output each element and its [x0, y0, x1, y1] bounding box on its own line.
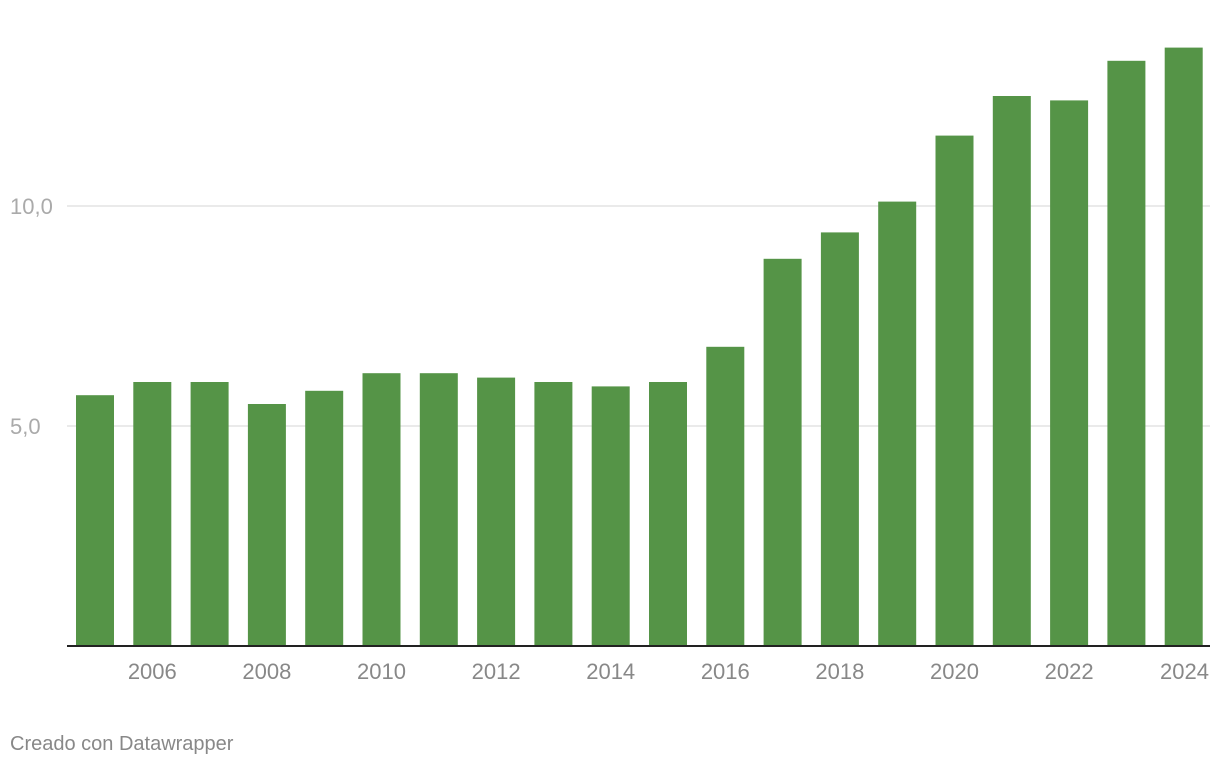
bar-2009 — [305, 390, 344, 646]
x-tick-label: 2022 — [1045, 659, 1094, 684]
x-tick-label: 2010 — [357, 659, 406, 684]
x-tick-label: 2006 — [128, 659, 177, 684]
bar-2022 — [1050, 100, 1089, 646]
x-tick-label: 2020 — [930, 659, 979, 684]
x-tick-label: 2014 — [586, 659, 635, 684]
bar-2016 — [706, 346, 745, 646]
y-tick-label: 10,0 — [10, 194, 53, 219]
bar-2014 — [591, 386, 630, 646]
bar-2024 — [1164, 47, 1203, 647]
bar-2011 — [419, 373, 458, 646]
bar-2008 — [247, 404, 286, 646]
bar-2005 — [76, 395, 114, 646]
bar-2006 — [133, 382, 172, 646]
bar-2010 — [362, 373, 401, 646]
bar-2012 — [477, 377, 516, 646]
x-tick-label: 2016 — [701, 659, 750, 684]
x-tick-label: 2008 — [242, 659, 291, 684]
footer-credit: Creado con Datawrapper — [10, 733, 234, 755]
bar-2007 — [190, 382, 229, 646]
x-tick-label: 2012 — [472, 659, 521, 684]
y-tick-label: 5,0 — [10, 414, 41, 439]
bar-2021 — [992, 96, 1031, 646]
x-tick-label: 2024 — [1160, 659, 1209, 684]
bars — [76, 47, 1203, 647]
bar-2015 — [649, 382, 687, 646]
x-tick-label: 2018 — [815, 659, 864, 684]
x-axis-ticks: 2006 2008 2010 2012 2014 2016 2018 2020 2022 2024 — [128, 659, 1209, 684]
bar-2013 — [534, 382, 573, 646]
bar-2020 — [935, 135, 974, 646]
bar-2017 — [763, 258, 802, 646]
bar-2019 — [878, 201, 917, 646]
bar-2018 — [820, 232, 859, 646]
bar-2023 — [1107, 60, 1146, 647]
